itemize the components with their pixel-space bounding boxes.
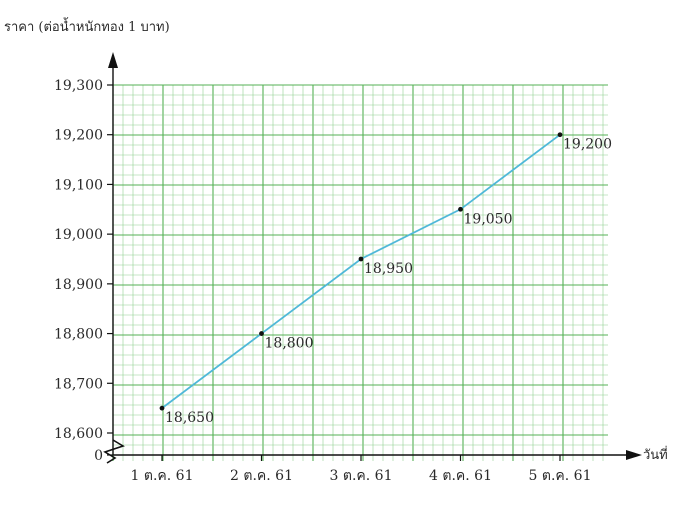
y-tick-label: 18,800 (54, 327, 103, 343)
series-line (161, 133, 561, 409)
y-tick-label: 18,700 (54, 376, 103, 392)
x-tick-label: 2 ต.ค. 61 (230, 468, 293, 484)
y-axis-arrow (108, 52, 118, 68)
axis-break (103, 439, 125, 464)
x-axis-title: วันที่ (643, 446, 668, 463)
grid (112, 84, 608, 461)
x-tick-label: 5 ต.ค. 61 (529, 468, 592, 484)
data-point (458, 206, 463, 212)
data-point (557, 132, 563, 138)
x-axis-arrow (626, 450, 642, 460)
x-tick-label: 3 ต.ค. 61 (330, 468, 393, 484)
series (159, 132, 563, 411)
data-point (159, 405, 165, 411)
y-axis-title: ราคา (ต่อน้ำหนักทอง 1 บาท) (4, 17, 170, 35)
x-tick-label: 4 ต.ค. 61 (429, 468, 492, 484)
data-point (259, 331, 264, 336)
data-point (358, 256, 364, 262)
data-label: 18,800 (265, 336, 314, 352)
y-tick-label: 19,200 (54, 128, 103, 144)
axes (103, 52, 642, 464)
data-label: 18,650 (165, 410, 214, 426)
data-label: 19,200 (563, 137, 612, 153)
x-tick-label: 1 ต.ค. 61 (131, 468, 194, 484)
y-tick-label: 19,000 (54, 227, 103, 243)
data-label: 18,950 (364, 261, 413, 277)
data-label: 19,050 (464, 211, 513, 227)
y-tick-label: 18,900 (54, 277, 103, 293)
y-tick-label: 19,300 (54, 78, 103, 94)
y-tick-label: 19,100 (54, 177, 103, 193)
y-tick-label: 0 (94, 448, 103, 464)
labels: 0 18,600 18,700 18,800 18,900 19,000 19,100 19,… (54, 78, 612, 484)
y-tick-label: 18,600 (54, 426, 103, 442)
